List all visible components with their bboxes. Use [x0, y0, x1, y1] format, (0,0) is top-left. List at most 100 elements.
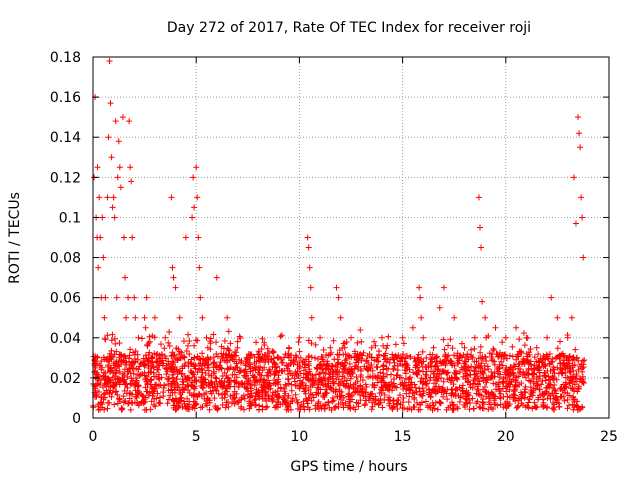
data-point [480, 374, 487, 381]
data-point [492, 324, 499, 331]
data-point [155, 399, 162, 406]
data-point [416, 284, 423, 291]
data-point [170, 374, 177, 381]
data-point [173, 395, 180, 402]
data-point [96, 194, 103, 201]
data-point [95, 264, 102, 271]
data-point [234, 338, 241, 345]
data-point [191, 342, 198, 349]
data-point [578, 194, 585, 201]
data-point [165, 339, 172, 346]
data-point [172, 284, 179, 291]
data-point [169, 371, 176, 378]
data-point [365, 397, 372, 404]
data-point [104, 379, 111, 386]
data-point [464, 400, 471, 407]
data-point [325, 399, 332, 406]
data-point [573, 371, 580, 378]
data-point [180, 378, 187, 385]
data-point [409, 324, 416, 331]
data-point [279, 359, 286, 366]
data-point [375, 348, 382, 355]
data-point [454, 386, 461, 393]
data-point [570, 394, 577, 401]
data-point [357, 371, 364, 378]
data-point [135, 334, 142, 341]
data-point [354, 339, 361, 346]
data-point [116, 164, 123, 171]
data-point [497, 390, 504, 397]
x-tick-label: 15 [394, 429, 412, 445]
data-point [140, 358, 147, 365]
data-point [98, 366, 105, 373]
data-point [579, 358, 586, 365]
data-point [376, 400, 383, 407]
data-point [268, 356, 275, 363]
data-point [271, 377, 278, 384]
data-point [452, 392, 459, 399]
data-point [540, 363, 547, 370]
data-point [180, 338, 187, 345]
data-point [549, 373, 556, 380]
data-point [386, 400, 393, 407]
data-point [219, 372, 226, 379]
data-point [549, 374, 556, 381]
data-point [496, 386, 503, 393]
data-point [365, 360, 372, 367]
data-point [194, 337, 201, 344]
data-point [278, 367, 285, 374]
data-point [468, 346, 475, 353]
data-point [287, 370, 294, 377]
data-point [252, 396, 259, 403]
data-point [189, 214, 196, 221]
data-point [111, 383, 118, 390]
data-point [179, 376, 186, 383]
data-point [151, 334, 158, 341]
data-point [444, 396, 451, 403]
y-tick-label: 0.06 [50, 291, 81, 307]
data-point [440, 393, 447, 400]
data-point [465, 396, 472, 403]
data-point [255, 348, 262, 355]
y-tick-label: 0.18 [50, 50, 81, 66]
data-point [176, 314, 183, 321]
data-point [285, 375, 292, 382]
data-point [296, 385, 303, 392]
data-point [432, 388, 439, 395]
data-point [320, 346, 327, 353]
data-point [341, 375, 348, 382]
data-point [102, 336, 109, 343]
data-point [326, 404, 333, 411]
data-point [114, 391, 121, 398]
data-point [366, 351, 373, 358]
data-point [146, 333, 153, 340]
data-point [281, 354, 288, 361]
data-point [241, 395, 248, 402]
data-point [164, 400, 171, 407]
data-point [490, 347, 497, 354]
data-point [554, 314, 561, 321]
data-point [206, 397, 213, 404]
data-point [300, 367, 307, 374]
data-point [248, 351, 255, 358]
data-point [232, 378, 239, 385]
data-point [530, 370, 537, 377]
data-point [394, 406, 401, 413]
data-point [136, 372, 143, 379]
data-point [269, 398, 276, 405]
data-point [116, 368, 123, 375]
data-point [290, 361, 297, 368]
data-point [401, 358, 408, 365]
data-point [212, 374, 219, 381]
data-point [100, 369, 107, 376]
data-point [257, 356, 264, 363]
data-point [266, 349, 273, 356]
data-point [436, 304, 443, 311]
data-point [572, 346, 579, 353]
data-point [240, 406, 247, 413]
data-point [203, 334, 210, 341]
data-point [546, 360, 553, 367]
data-point [331, 405, 338, 412]
data-point [168, 194, 175, 201]
data-point [129, 377, 136, 384]
